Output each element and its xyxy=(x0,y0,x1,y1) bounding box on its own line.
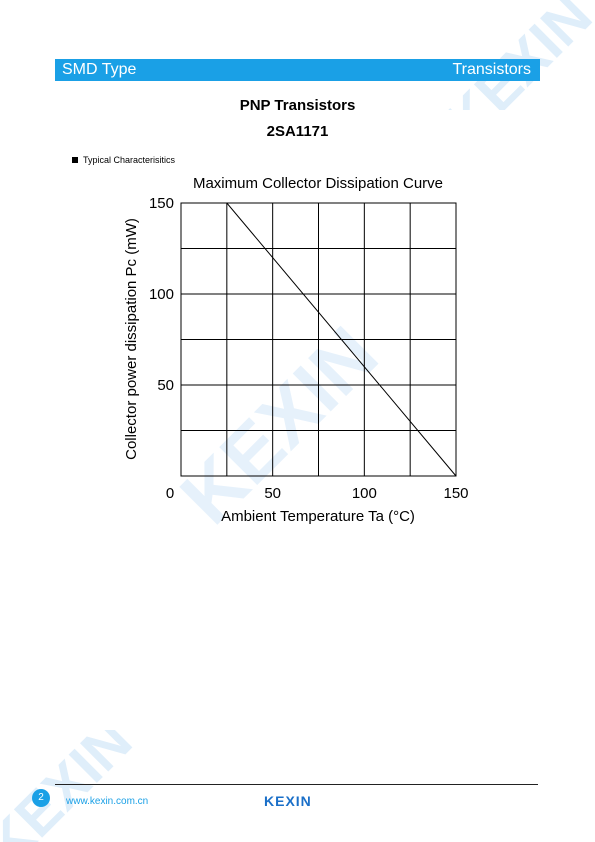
header-left-label: SMD Type xyxy=(62,61,137,78)
x-tick-label: 100 xyxy=(352,485,377,502)
series-line xyxy=(181,202,457,477)
dissipation-chart: Maximum Collector Dissipation Curve 50 10… xyxy=(123,175,469,525)
section-label-text: Typical Characterisitics xyxy=(83,155,176,165)
part-number-title: 2SA1171 xyxy=(266,123,329,140)
x-tick-label: 150 xyxy=(443,485,468,502)
header-right-label: Transistors xyxy=(452,61,531,78)
y-tick-label: 100 xyxy=(149,286,174,303)
bullet-square-icon xyxy=(72,157,78,163)
footer-url-link[interactable]: www.kexin.com.cn xyxy=(66,796,149,807)
footer-brand-logo: KEXIN xyxy=(264,793,312,809)
page-number-badge: 2 xyxy=(32,789,50,807)
section-label: Typical Characterisitics xyxy=(72,155,175,165)
footer-divider xyxy=(55,784,538,785)
x-tick-labels: 0 50 100 150 xyxy=(166,485,469,502)
y-tick-label: 150 xyxy=(149,195,174,212)
chart-title: Maximum Collector Dissipation Curve xyxy=(193,175,443,192)
watermark-bottom-left: KEXIN xyxy=(0,730,145,842)
x-tick-label: 0 xyxy=(166,485,174,502)
header-bar: SMD Type Transistors xyxy=(55,59,540,81)
product-type-title: PNP Transistors xyxy=(239,97,356,114)
y-axis-label: Collector power dissipation Pc (mW) xyxy=(123,218,140,460)
x-tick-label: 50 xyxy=(264,485,281,502)
x-axis-label: Ambient Temperature Ta (°C) xyxy=(221,508,415,525)
y-tick-label: 50 xyxy=(157,377,174,394)
plot-frame xyxy=(180,202,457,477)
y-tick-labels: 50 100 150 xyxy=(149,195,174,394)
chart-grid xyxy=(181,203,456,476)
